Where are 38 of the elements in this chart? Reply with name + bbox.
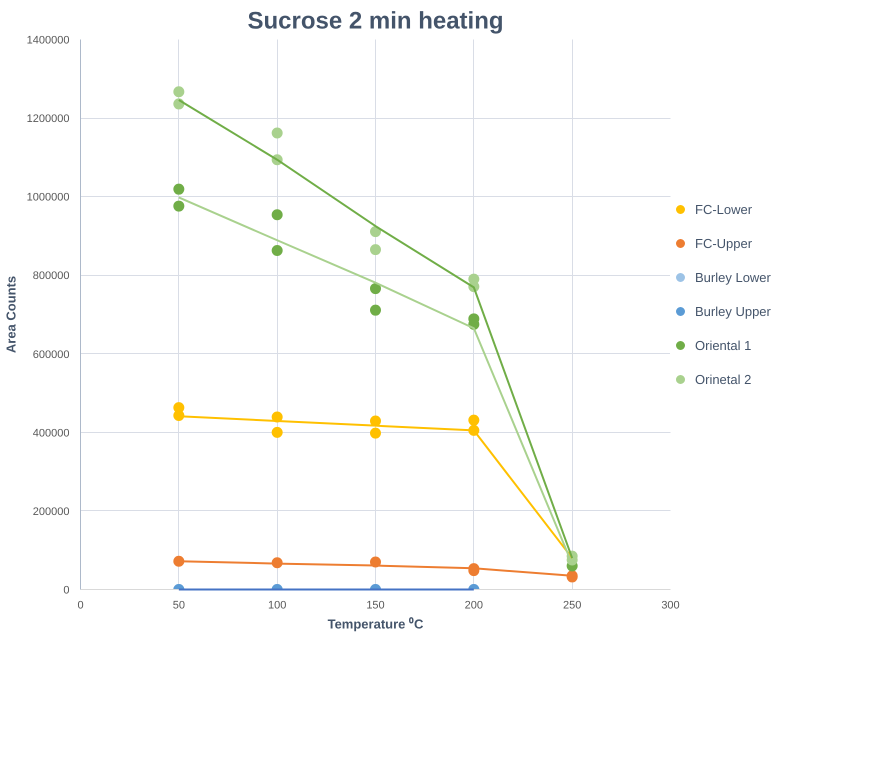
point [272,128,283,138]
y-tick-label: 600000 [32,348,70,361]
x-tick-label: 250 [562,600,582,612]
y-axis-title: Area Counts [4,276,19,354]
legend-label: Orinetal 2 [695,372,752,386]
x-tick-label: 50 [172,600,185,612]
point [272,426,283,438]
legend-label: FC-Upper [695,236,752,250]
point [468,414,480,426]
x-tick-label: 200 [464,600,484,612]
x-tick-label: 0 [77,600,84,612]
y-tick-label: 0 [63,584,70,596]
y-tick-label: 800000 [32,270,70,282]
point [370,428,381,439]
point [370,283,381,294]
point [173,200,184,212]
y-tick-label: 400000 [32,427,70,440]
y-tick-label: 1200000 [26,113,70,126]
point [272,244,283,256]
legend-label: FC-Lower [695,202,752,216]
y-tick-label: 1000000 [26,192,70,204]
y-tick-label: 200000 [32,506,70,518]
point [173,86,184,98]
x-tick-label: 150 [366,600,385,612]
point [370,226,381,238]
point [370,304,381,316]
point [272,209,283,220]
legend-label: Burley Upper [695,304,771,318]
point [370,244,381,256]
x-tick-label: 100 [268,600,286,612]
y-tick-label: 1400000 [26,34,70,46]
legend-label: Oriental 1 [695,338,752,352]
point [173,184,184,195]
chart-title: Sucrose 2 min heating [247,8,504,34]
x-tick-label: 300 [661,600,680,612]
x-axis-title: Temperature ⁰C [328,616,424,632]
point [370,415,381,426]
legend-label: Burley Lower [695,270,771,284]
